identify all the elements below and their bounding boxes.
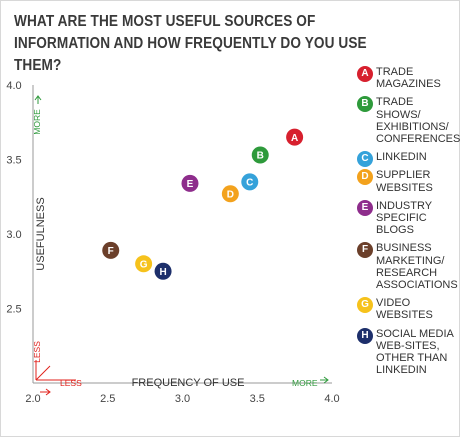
legend-label: TRADE MAGAZINES (376, 66, 441, 91)
data-point-h (154, 262, 172, 280)
legend-label: INDUSTRY SPECIFIC BLOGS (376, 199, 432, 237)
data-point-letter-d: D (227, 189, 234, 200)
x-tick-label: 4.0 (324, 393, 339, 405)
data-point-f (102, 241, 120, 259)
y-more-note: MORE (32, 109, 42, 135)
legend-item-a: A TRADE MAGAZINES (357, 66, 457, 90)
legend: A TRADE MAGAZINES B TRADE SHOWS/ EXHIBITION… (357, 66, 460, 382)
data-point-letter-g: G (140, 259, 148, 270)
x-axis-label: FREQUENCY OF USE (132, 377, 245, 389)
legend-item-c: C LINKEDIN (357, 151, 457, 168)
data-point-d (221, 185, 239, 203)
chart-title: WHAT ARE THE MOST USEFUL SOURCES OF INFO… (14, 13, 367, 74)
x-tick-label: 2.0 (25, 393, 40, 405)
legend-badge: F (357, 242, 373, 259)
y-tick-label: 4.0 (6, 80, 21, 92)
x-tick-label: 3.0 (175, 393, 190, 405)
legend-badge: G (357, 297, 373, 314)
less-arrow-icon (40, 388, 51, 396)
y-more-arrow-icon (34, 95, 42, 104)
data-point-letter-e: E (187, 179, 194, 190)
x-tick-label: 3.5 (250, 393, 265, 405)
legend-label: SOCIAL MEDIA WEB-SITES, OTHER THAN LINKE… (376, 327, 454, 377)
legend-label: TRADE SHOWS/ EXHIBITIONS/ CONFERENCES (376, 96, 460, 146)
data-point-c (241, 173, 259, 191)
data-point-b (251, 146, 269, 164)
legend-item-f: F BUSINESS MARKETING/ RESEARCH ASSOCIATIO… (357, 242, 458, 292)
legend-item-h: H SOCIAL MEDIA WEB-SITES, OTHER THAN LINK… (357, 327, 457, 377)
legend-badge: B (357, 96, 373, 113)
x-more-arrow-icon (320, 376, 329, 384)
legend-item-d: D SUPPLIER WEBSITES (357, 169, 457, 194)
y-tick-label: 3.5 (6, 155, 21, 167)
data-point-g (135, 255, 153, 273)
legend-badge: E (357, 199, 373, 216)
x-less-note: LESS (60, 378, 82, 388)
legend-badge: D (357, 169, 373, 186)
data-point-letter-h: H (159, 267, 166, 278)
data-point-letter-f: F (108, 246, 114, 257)
legend-item-b: B TRADE SHOWS/ EXHIBITIONS/ CONFERENCES (357, 96, 460, 146)
data-point-letter-b: B (257, 151, 264, 162)
legend-label: VIDEO WEBSITES (376, 297, 433, 322)
y-less-note: LESS (32, 341, 42, 363)
diag-less-arrow (35, 365, 51, 381)
legend-label: LINKEDIN (376, 151, 427, 164)
y-axis-label: USEFULNESS (35, 197, 47, 270)
legend-item-g: G VIDEO WEBSITES (357, 297, 457, 321)
data-point-letter-c: C (246, 177, 253, 188)
legend-label: SUPPLIER WEBSITES (376, 169, 433, 194)
legend-badge: A (357, 66, 373, 82)
legend-badge: C (357, 151, 373, 168)
x-more-note: MORE (292, 378, 318, 388)
y-tick-label: 2.5 (6, 304, 21, 316)
data-point-e (181, 174, 199, 192)
y-tick-label: 3.0 (6, 229, 21, 241)
legend-label: BUSINESS MARKETING/ RESEARCH ASSOCIATION… (376, 242, 458, 292)
x-tick-label: 2.5 (100, 393, 115, 405)
data-point-a (286, 128, 304, 146)
data-point-letter-a: A (291, 133, 298, 144)
legend-item-e: E INDUSTRY SPECIFIC BLOGS (357, 199, 457, 237)
legend-badge: H (357, 327, 373, 344)
